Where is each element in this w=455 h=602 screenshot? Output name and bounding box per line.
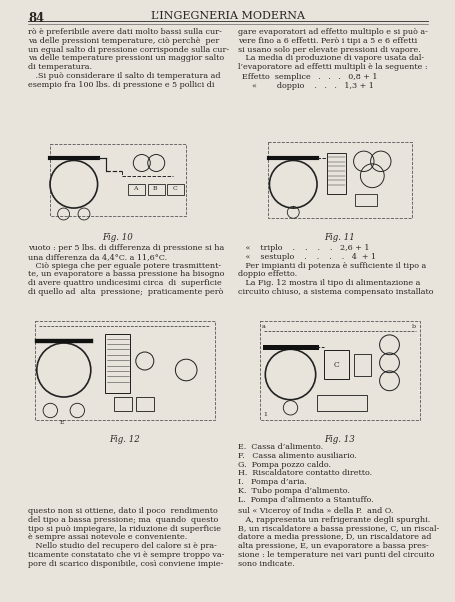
Text: C: C <box>172 186 177 191</box>
Text: va delle temperature pressioni un maggior salto: va delle temperature pressioni un maggio… <box>28 54 224 63</box>
Text: circuito chiuso, a sistema compensato installato: circuito chiuso, a sistema compensato in… <box>238 288 433 296</box>
Text: pore di scarico disponibile, così conviene impie-: pore di scarico disponibile, così convie… <box>28 560 223 568</box>
Text: di quello ad  alta  pressione;  praticamente però: di quello ad alta pressione; praticament… <box>28 288 223 296</box>
Text: .Si può considerare il salto di temperatura ad: .Si può considerare il salto di temperat… <box>28 72 220 80</box>
Text: B, un riscaldatore a bassa pressione, C, un riscal-: B, un riscaldatore a bassa pressione, C,… <box>238 524 438 533</box>
Text: B: B <box>152 186 157 191</box>
Text: del tipo a bassa pressione; ma  quando  questo: del tipo a bassa pressione; ma quando qu… <box>28 516 218 524</box>
Text: di temperatura.: di temperatura. <box>28 63 92 71</box>
Text: sione : le temperature nei vari punti del circuito: sione : le temperature nei vari punti de… <box>238 551 434 559</box>
Text: di avere quattro undicesimi circa  di  superficie: di avere quattro undicesimi circa di sup… <box>28 279 221 287</box>
Text: datore a media pressione, D, un riscaldatore ad: datore a media pressione, D, un riscalda… <box>238 533 430 541</box>
Text: E.  Cassa d’alimento.: E. Cassa d’alimento. <box>238 443 323 451</box>
Text: l’evaporatore ad effetti multipli è la seguente :: l’evaporatore ad effetti multipli è la s… <box>238 63 427 71</box>
Text: è sempre assai notevole e conveniente.: è sempre assai notevole e conveniente. <box>28 533 187 541</box>
Text: H.  Riscaldatore contatto diretto.: H. Riscaldatore contatto diretto. <box>238 470 371 477</box>
Text: un egual salto di pressione corrisponde sulla cur-: un egual salto di pressione corrisponde … <box>28 46 228 54</box>
Text: La media di produzione di vapore usata dal-: La media di produzione di vapore usata d… <box>238 54 423 63</box>
Text: vuoto : per 5 lbs. di differenza di pressione si ha: vuoto : per 5 lbs. di differenza di pres… <box>28 244 224 252</box>
Text: «        doppio    .   .   .   1,3 + 1: « doppio . . . 1,3 + 1 <box>242 82 373 90</box>
Text: Fig. 12: Fig. 12 <box>109 435 140 444</box>
Text: A: A <box>133 186 137 191</box>
Text: gare evaporatori ad effetto multiplo e si può a-: gare evaporatori ad effetto multiplo e s… <box>238 28 427 36</box>
Text: F.   Cassa alimento ausiliario.: F. Cassa alimento ausiliario. <box>238 452 356 460</box>
Text: «    sestuplo    .    .    .    .   4  + 1: « sestuplo . . . . 4 + 1 <box>238 253 375 261</box>
Text: Fig. 11: Fig. 11 <box>324 233 354 242</box>
Text: una differenza da 4,4°C. a 11,6°C.: una differenza da 4,4°C. a 11,6°C. <box>28 253 167 261</box>
Text: ticamente constatato che vi è sempre troppo va-: ticamente constatato che vi è sempre tro… <box>28 551 224 559</box>
Text: doppio effetto.: doppio effetto. <box>238 270 297 278</box>
Text: rò è preferibile avere dati molto bassi sulla cur-: rò è preferibile avere dati molto bassi … <box>28 28 222 36</box>
Text: questo non si ottiene, dato il poco  rendimento: questo non si ottiene, dato il poco rend… <box>28 507 217 515</box>
Text: alta pressione, E, un evaporatore a bassa pres-: alta pressione, E, un evaporatore a bass… <box>238 542 428 550</box>
Text: I.   Pompa d’aria.: I. Pompa d’aria. <box>238 478 306 486</box>
Text: La Fig. 12 mostra il tipo di alimentazione a: La Fig. 12 mostra il tipo di alimentazio… <box>238 279 420 287</box>
Text: va delle pressioni temperature, ciò perchè  per: va delle pressioni temperature, ciò perc… <box>28 37 219 45</box>
Text: b: b <box>411 323 415 329</box>
Text: Ciò spiega che per eguale potere trasmittent-: Ciò spiega che per eguale potere trasmit… <box>28 262 221 270</box>
Text: esempio fra 100 lbs. di pressione e 5 pollici di: esempio fra 100 lbs. di pressione e 5 po… <box>28 81 214 89</box>
Text: 1: 1 <box>263 412 266 417</box>
Text: vere fino a 6 effetti. Però i tipi a 5 e 6 effetti: vere fino a 6 effetti. Però i tipi a 5 e… <box>238 37 416 45</box>
Text: sul « Viceroy of India » della P.  and O.: sul « Viceroy of India » della P. and O. <box>238 507 393 515</box>
Text: L’INGEGNERIA MODERNA: L’INGEGNERIA MODERNA <box>151 11 304 21</box>
Text: K.  Tubo pompa d’alimento.: K. Tubo pompa d’alimento. <box>238 487 349 495</box>
Text: L.  Pompa d’alimento a Stantuffo.: L. Pompa d’alimento a Stantuffo. <box>238 496 373 504</box>
Text: C: C <box>333 361 339 368</box>
Text: «    triplo    .    .    .    .   2,6 + 1: « triplo . . . . 2,6 + 1 <box>238 244 369 252</box>
Text: Effetto  semplice   .   .   .   0,8 + 1: Effetto semplice . . . 0,8 + 1 <box>242 73 377 81</box>
Text: Nello studio del recupero del calore si è pra-: Nello studio del recupero del calore si … <box>28 542 217 550</box>
Text: si usano solo per elevate pressioni di vapore.: si usano solo per elevate pressioni di v… <box>238 46 420 54</box>
Text: Fig. 10: Fig. 10 <box>102 233 133 242</box>
Text: G.  Pompa pozzo caldo.: G. Pompa pozzo caldo. <box>238 461 330 468</box>
Text: A, rappresenta un refrigerante degli spurghi.: A, rappresenta un refrigerante degli spu… <box>238 516 430 524</box>
Text: a: a <box>261 323 265 329</box>
Text: Fig. 13: Fig. 13 <box>324 435 354 444</box>
Text: 84: 84 <box>28 12 44 25</box>
Text: E: E <box>59 420 64 424</box>
Text: tipo si può impiegare, la riduzione di superficie: tipo si può impiegare, la riduzione di s… <box>28 524 221 533</box>
Text: Per impianti di potenza è sufficiente il tipo a: Per impianti di potenza è sufficiente il… <box>238 262 425 270</box>
Text: sono indicate.: sono indicate. <box>238 560 294 568</box>
Text: te, un evaporatore a bassa pressione ha bisogno: te, un evaporatore a bassa pressione ha … <box>28 270 224 278</box>
